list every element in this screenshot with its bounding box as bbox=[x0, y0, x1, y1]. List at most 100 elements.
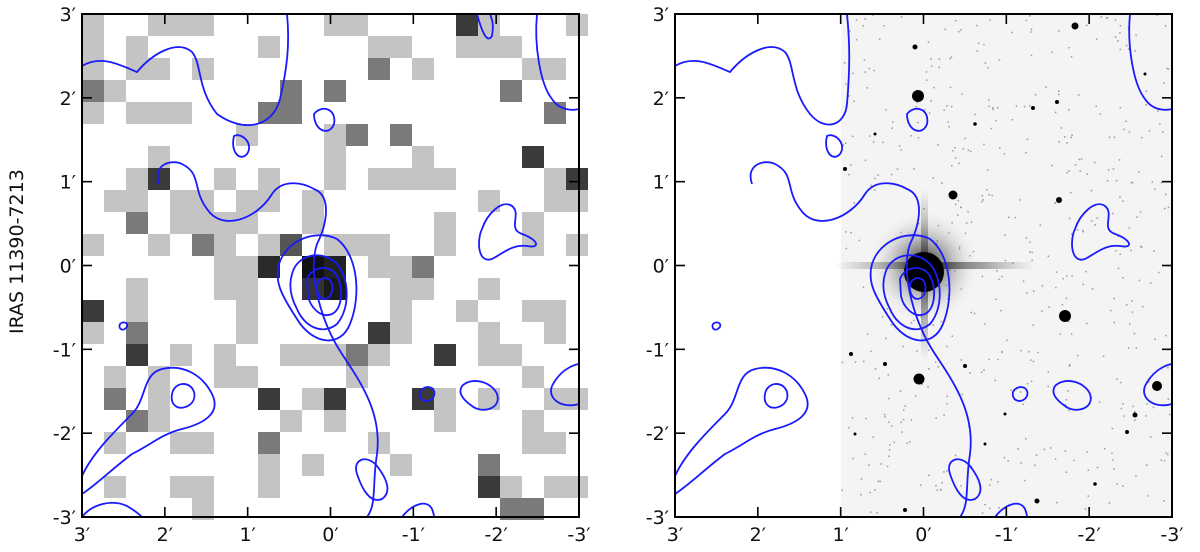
noise-speck bbox=[1145, 90, 1148, 92]
noise-speck bbox=[1139, 211, 1142, 213]
map-pixel bbox=[192, 498, 214, 520]
map-pixel bbox=[390, 168, 412, 190]
noise-speck bbox=[1135, 34, 1137, 37]
noise-speck bbox=[893, 441, 896, 444]
y-tick-label: 2′ bbox=[60, 88, 76, 110]
noise-speck bbox=[1060, 127, 1063, 129]
noise-speck bbox=[1142, 305, 1144, 308]
map-pixel bbox=[500, 36, 522, 58]
noise-speck bbox=[1111, 427, 1114, 430]
y-tick-label: 1′ bbox=[60, 172, 76, 194]
noise-speck bbox=[1070, 191, 1072, 194]
noise-speck bbox=[954, 157, 957, 159]
map-pixel bbox=[126, 322, 148, 344]
noise-speck bbox=[1125, 44, 1128, 47]
noise-speck bbox=[949, 86, 952, 89]
noise-speck bbox=[848, 95, 850, 97]
map-pixel bbox=[368, 58, 390, 80]
noise-speck bbox=[998, 507, 1000, 509]
noise-speck bbox=[1006, 339, 1008, 342]
noise-speck bbox=[1140, 136, 1143, 139]
noise-speck bbox=[1068, 217, 1071, 220]
noise-speck bbox=[1090, 220, 1093, 222]
map-pixel bbox=[478, 344, 500, 366]
noise-speck bbox=[941, 182, 943, 184]
noise-speck bbox=[1065, 297, 1068, 300]
map-pixel bbox=[258, 190, 280, 212]
noise-speck bbox=[865, 417, 867, 420]
noise-speck bbox=[866, 333, 869, 335]
noise-speck bbox=[1026, 292, 1028, 294]
noise-speck bbox=[997, 358, 999, 361]
y-tick-label: -3′ bbox=[646, 507, 669, 529]
noise-speck bbox=[1020, 462, 1022, 464]
map-pixel bbox=[522, 410, 544, 432]
noise-speck bbox=[1130, 249, 1132, 252]
noise-speck bbox=[938, 58, 941, 60]
star bbox=[1152, 381, 1162, 391]
noise-speck bbox=[921, 383, 923, 385]
noise-speck bbox=[995, 119, 997, 122]
noise-speck bbox=[889, 444, 891, 446]
noise-speck bbox=[1080, 158, 1083, 160]
noise-speck bbox=[984, 62, 987, 64]
noise-speck bbox=[1119, 48, 1121, 51]
noise-speck bbox=[841, 361, 844, 364]
noise-speck bbox=[1145, 415, 1147, 417]
map-pixel bbox=[214, 278, 236, 300]
map-pixel bbox=[324, 80, 346, 102]
noise-speck bbox=[890, 173, 893, 176]
map-pixel bbox=[104, 388, 126, 410]
noise-speck bbox=[1119, 25, 1122, 27]
map-pixel bbox=[170, 190, 192, 212]
noise-speck bbox=[1058, 90, 1060, 92]
noise-speck bbox=[1030, 380, 1033, 383]
map-pixel bbox=[126, 168, 148, 190]
noise-speck bbox=[1148, 129, 1151, 132]
noise-speck bbox=[1022, 280, 1025, 282]
noise-speck bbox=[880, 463, 882, 465]
star bbox=[883, 362, 887, 366]
noise-speck bbox=[1167, 453, 1169, 456]
map-pixel bbox=[478, 476, 500, 498]
noise-speck bbox=[1167, 398, 1170, 400]
map-pixel bbox=[324, 234, 346, 256]
x-tick-label: 2′ bbox=[750, 524, 766, 546]
noise-speck bbox=[1158, 271, 1160, 274]
noise-speck bbox=[951, 164, 953, 167]
noise-speck bbox=[944, 28, 947, 31]
map-pixel bbox=[148, 58, 170, 80]
noise-speck bbox=[946, 470, 948, 472]
noise-speck bbox=[1070, 136, 1072, 139]
tick-marks bbox=[674, 13, 1173, 518]
map-pixel bbox=[346, 234, 368, 256]
star bbox=[1125, 430, 1129, 434]
noise-speck bbox=[946, 402, 948, 405]
map-pixel bbox=[412, 388, 434, 410]
noise-speck bbox=[982, 199, 984, 201]
noise-speck bbox=[981, 512, 984, 514]
star bbox=[873, 132, 877, 136]
noise-speck bbox=[852, 72, 854, 75]
noise-speck bbox=[960, 485, 962, 487]
map-pixel bbox=[236, 256, 258, 278]
map-pixel bbox=[544, 476, 566, 498]
noise-speck bbox=[1019, 199, 1021, 201]
noise-speck bbox=[891, 127, 893, 129]
noise-speck bbox=[1133, 332, 1136, 335]
star bbox=[1055, 100, 1059, 104]
map-pixel bbox=[148, 388, 170, 410]
map-pixel bbox=[214, 366, 236, 388]
noise-speck bbox=[888, 455, 890, 457]
noise-speck bbox=[874, 177, 876, 180]
map-pixel bbox=[346, 124, 368, 146]
noise-speck bbox=[890, 425, 893, 427]
noise-speck bbox=[888, 397, 890, 400]
noise-speck bbox=[989, 19, 991, 21]
noise-speck bbox=[1025, 151, 1027, 154]
map-pixel bbox=[522, 300, 544, 322]
noise-speck bbox=[851, 135, 854, 138]
noise-speck bbox=[885, 337, 887, 340]
noise-speck bbox=[868, 135, 871, 137]
noise-speck bbox=[1165, 452, 1167, 454]
